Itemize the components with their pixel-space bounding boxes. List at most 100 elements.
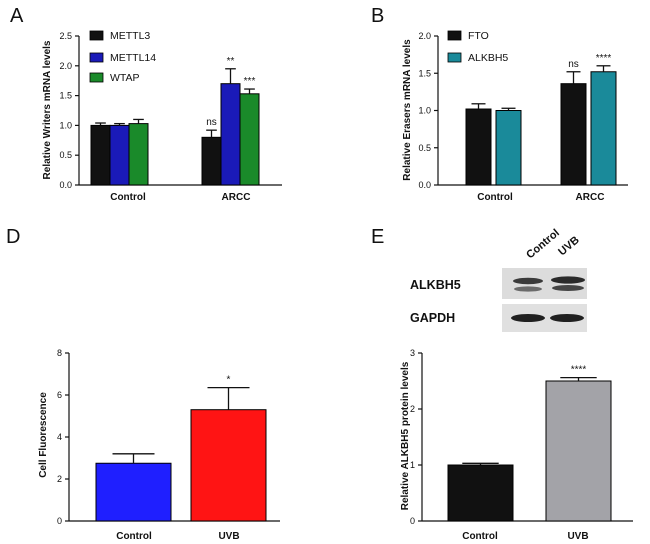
panel-d-category-uvb: UVB (218, 531, 239, 542)
panel-a-category-arcc: ARCC (222, 192, 251, 203)
legend-label-alkbh5: ALKBH5 (468, 52, 508, 64)
panel-e-category-control: Control (462, 531, 498, 542)
blot-lane-alkbh5 (502, 268, 587, 299)
y-tick-label: 2.5 (59, 31, 72, 41)
bar-alkbh5-control (495, 110, 522, 186)
panel-a-y-axis-title: Relative Writers mRNA levels (42, 40, 53, 179)
blot-band (550, 314, 584, 322)
panel-b-label: B (371, 5, 384, 27)
panel-e-bars (447, 380, 612, 522)
blot-band (513, 277, 543, 285)
significance-label: **** (596, 53, 612, 64)
bar-uvb (190, 409, 267, 522)
y-tick-label: 2 (57, 474, 62, 484)
panel-e-y-axis-title: Relative ALKBH5 protein levels (400, 361, 411, 510)
bar-control (95, 462, 172, 522)
y-tick-label: 2 (410, 404, 415, 414)
bar-fto-arcc (560, 83, 587, 186)
panel-e-label: E (371, 226, 384, 248)
bar-mettl3-control (90, 124, 111, 186)
legend-swatch-fto (447, 30, 462, 41)
blot-column-uvb: UVB (556, 234, 582, 258)
panel-d-annotations: * (227, 375, 231, 386)
panel-b-y-ticks: 0.0 0.5 1.0 1.5 2.0 (418, 31, 438, 190)
panel-a: A Relative Writers mRNA levels 0.0 0.5 1.0… (10, 5, 282, 203)
panel-a-bars (90, 83, 260, 186)
legend-label-fto: FTO (468, 30, 489, 42)
panel-b: B Relative Erasers mRNA levels 0.0 0.5 1.0… (371, 5, 628, 203)
y-tick-label: 2.0 (418, 31, 431, 41)
y-tick-label: 1.0 (418, 106, 431, 116)
panel-b-category-control: Control (477, 192, 513, 203)
panel-d-bars (95, 409, 267, 522)
y-tick-label: 1 (410, 460, 415, 470)
bar-uvb (545, 380, 612, 522)
y-tick-label: 3 (410, 348, 415, 358)
bar-wtap-arcc (239, 93, 260, 186)
y-tick-label: 0.5 (418, 143, 431, 153)
blot-band (511, 314, 545, 322)
y-tick-label: 1.5 (59, 91, 72, 101)
legend-label-mettl3: METTL3 (110, 30, 150, 42)
blot-band (552, 285, 584, 291)
y-tick-label: 1.0 (59, 120, 72, 130)
panel-a-label: A (10, 5, 24, 27)
legend-label-mettl14: METTL14 (110, 52, 156, 64)
y-tick-label: 4 (57, 432, 62, 442)
y-tick-label: 0.0 (59, 180, 72, 190)
panel-a-legend: METTL3 METTL14 WTAP (89, 30, 156, 84)
western-blot: Control UVB ALKBH5 GAPDH (410, 227, 587, 332)
panel-e-category-uvb: UVB (567, 531, 588, 542)
panel-e-annotations: **** (571, 365, 587, 376)
legend-swatch-mettl3 (89, 30, 104, 41)
bar-wtap-control (128, 123, 149, 186)
bar-control (447, 464, 514, 522)
panel-d-y-ticks: 0 2 4 6 8 (57, 348, 69, 526)
y-tick-label: 0 (57, 516, 62, 526)
panel-b-bars (465, 71, 617, 186)
y-tick-label: 0 (410, 516, 415, 526)
panel-a-y-ticks: 0.0 0.5 1.0 1.5 2.0 2.5 (59, 31, 79, 190)
panel-b-y-axis-title: Relative Erasers mRNA levels (402, 39, 413, 181)
panel-a-category-control: Control (110, 192, 146, 203)
panel-e: E Control UVB ALKBH5 GAPDH Relative ALKB… (371, 226, 633, 542)
significance-label: ns (206, 117, 217, 128)
panel-b-error-bars (471, 65, 611, 111)
panel-d-error-bars (112, 386, 250, 464)
panel-d: D Cell Fluorescence 0 2 4 6 8 * Control UVB (6, 226, 280, 542)
bar-fto-control (465, 108, 492, 186)
panel-d-label: D (6, 226, 20, 248)
legend-swatch-mettl14 (89, 52, 104, 63)
legend-swatch-wtap (89, 72, 104, 83)
panel-b-legend: FTO ALKBH5 (447, 30, 508, 64)
panel-a-error-bars (95, 68, 255, 138)
significance-label: **** (571, 365, 587, 376)
panel-d-y-axis-title: Cell Fluorescence (38, 392, 49, 478)
significance-label: ns (568, 59, 579, 70)
significance-label: * (227, 375, 231, 386)
significance-label: *** (244, 76, 256, 87)
panel-e-y-ticks: 0 1 2 3 (410, 348, 422, 526)
bar-mettl14-arcc (220, 83, 241, 186)
legend-label-wtap: WTAP (110, 72, 140, 84)
bar-mettl3-arcc (201, 136, 222, 186)
y-tick-label: 6 (57, 390, 62, 400)
y-tick-label: 2.0 (59, 61, 72, 71)
blot-band (514, 286, 542, 292)
y-tick-label: 0.5 (59, 150, 72, 160)
panel-a-annotations: ns***** (206, 56, 255, 128)
significance-label: ** (227, 56, 235, 67)
blot-band (551, 276, 585, 284)
panel-b-category-arcc: ARCC (576, 192, 605, 203)
bar-alkbh5-arcc (590, 71, 617, 186)
panel-b-annotations: ns **** (568, 53, 611, 70)
blot-column-control: Control (524, 227, 562, 261)
legend-swatch-alkbh5 (447, 52, 462, 63)
y-tick-label: 8 (57, 348, 62, 358)
panel-d-category-control: Control (116, 531, 152, 542)
y-tick-label: 1.5 (418, 68, 431, 78)
blot-row-gapdh: GAPDH (410, 311, 455, 325)
blot-row-alkbh5: ALKBH5 (410, 278, 461, 292)
panel-e-error-bars (462, 376, 597, 465)
